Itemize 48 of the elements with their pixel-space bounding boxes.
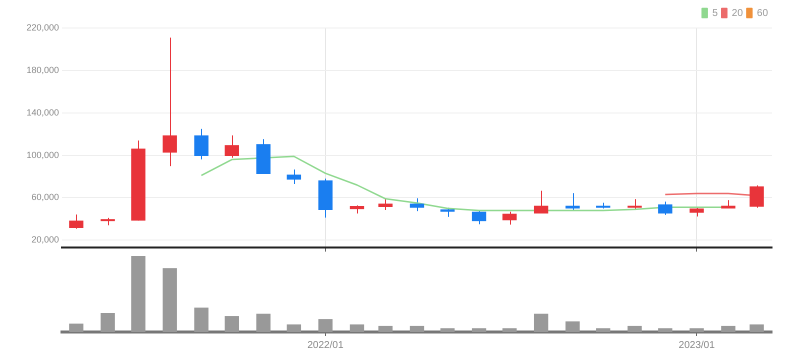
bar [596, 328, 610, 332]
bar [502, 328, 517, 332]
candlestick [69, 214, 84, 230]
candlestick [224, 134, 239, 158]
bar [566, 321, 580, 332]
candlestick [410, 198, 424, 212]
bar [256, 314, 271, 332]
y-tick-label: 20,000 [31, 234, 59, 245]
legend-label: 20 [732, 8, 744, 19]
candlestick [378, 198, 393, 211]
bar [194, 308, 208, 332]
bar [100, 313, 115, 332]
candlestick [750, 184, 764, 208]
candlestick [658, 201, 672, 216]
legend-label: 5 [712, 8, 718, 19]
bar [378, 326, 393, 332]
bar [350, 324, 364, 332]
bar [286, 324, 302, 332]
bar [628, 326, 642, 332]
candlestick [286, 169, 302, 185]
bar [690, 328, 704, 332]
candlestick [162, 37, 177, 167]
bar [69, 324, 84, 332]
candlestick [534, 190, 548, 214]
candlestick [472, 210, 486, 225]
bar [472, 328, 486, 332]
candlestick [194, 128, 208, 160]
y-tick-label: 100,000 [26, 150, 59, 160]
candlestick [690, 206, 704, 218]
bar [131, 256, 146, 332]
y-tick-label: 140,000 [26, 107, 59, 118]
bar [721, 326, 736, 332]
bar [224, 316, 239, 332]
bar [440, 328, 455, 332]
bar [318, 319, 333, 332]
y-tick-label: 180,000 [26, 64, 59, 75]
y-tick-label: 220,000 [26, 22, 59, 32]
bar [162, 268, 177, 332]
x-tick-label: 2022/01 [307, 340, 344, 351]
x-tick-label: 2023/01 [678, 340, 716, 351]
bar [658, 328, 672, 332]
bar [534, 314, 548, 332]
candlestick [566, 192, 580, 211]
bar [410, 326, 424, 332]
bar [750, 324, 764, 332]
candlestick [502, 211, 517, 226]
legend-label: 60 [756, 8, 768, 19]
y-tick-label: 60,000 [31, 192, 59, 202]
